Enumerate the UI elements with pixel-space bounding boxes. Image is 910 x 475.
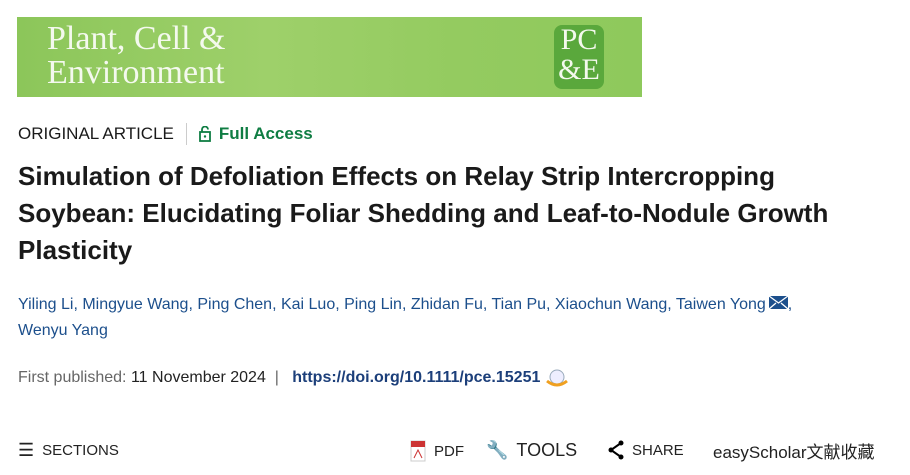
email-icon[interactable] — [768, 295, 789, 310]
doi-link[interactable]: https://doi.org/10.1111/pce.15251 — [292, 369, 541, 386]
author[interactable]: Xiaochun Wang — [554, 296, 668, 313]
author-list: Yiling Li, Mingyue Wang, Ping Chen, Kai … — [18, 295, 793, 339]
author[interactable]: Yiling Li — [18, 296, 74, 313]
access-badge: Full Access — [198, 124, 313, 144]
author[interactable]: Zhidan Fu — [410, 296, 483, 313]
easyscholar-button[interactable]: easyScholar文献收藏 — [713, 443, 875, 462]
journal-logo: PC &E — [554, 25, 604, 89]
unlock-icon — [198, 126, 211, 142]
sections-button[interactable]: ☰ SECTIONS — [18, 440, 119, 460]
journal-banner[interactable]: Plant, Cell & Environment PC &E — [17, 17, 642, 97]
tools-button[interactable]: 🔧 TOOLS — [486, 440, 578, 460]
list-icon: ☰ — [18, 440, 35, 460]
pdf-button[interactable]: PDF — [410, 440, 464, 462]
wrench-icon: 🔧 — [486, 440, 509, 460]
article-type: ORIGINAL ARTICLE — [18, 124, 174, 143]
article-meta: ORIGINAL ARTICLE Full Access — [18, 123, 313, 145]
crossmark-icon[interactable] — [545, 369, 569, 389]
author[interactable]: Ping Lin — [344, 296, 402, 313]
share-icon — [608, 440, 624, 460]
author[interactable]: Tian Pu — [491, 296, 547, 313]
journal-title: Plant, Cell & Environment — [47, 20, 226, 91]
author[interactable]: Kai Luo — [280, 296, 336, 313]
share-button[interactable]: SHARE — [608, 440, 684, 460]
divider — [185, 123, 187, 145]
publication-info: First published: 11 November 2024 | http… — [18, 369, 569, 389]
author[interactable]: Taiwen Yong — [675, 296, 766, 313]
author[interactable]: Ping Chen — [197, 296, 273, 313]
article-title: Simulation of Defoliation Effects on Rel… — [18, 161, 829, 265]
author[interactable]: Mingyue Wang — [82, 296, 189, 313]
pdf-icon — [410, 440, 426, 462]
author[interactable]: Wenyu Yang — [18, 322, 108, 339]
